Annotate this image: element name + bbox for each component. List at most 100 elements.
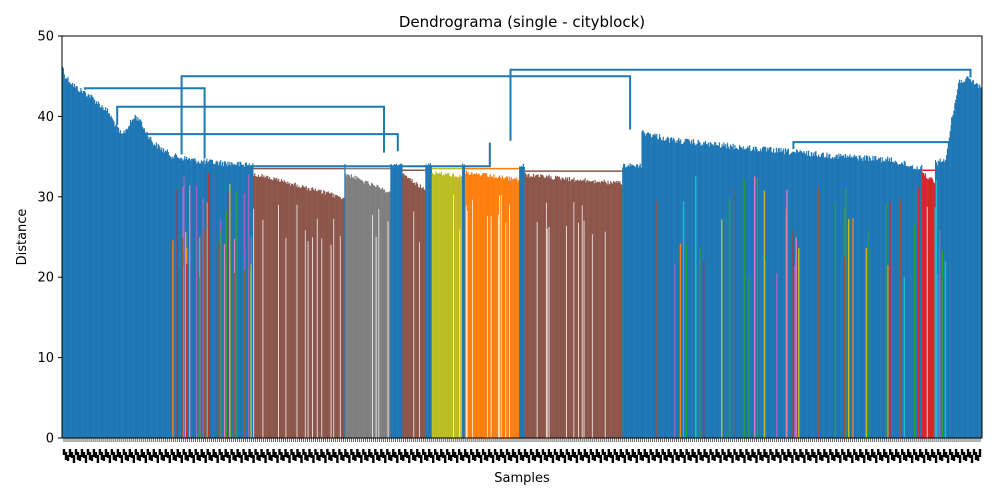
x-tick-label: [98, 449, 102, 455]
x-tick-label: [831, 452, 834, 460]
x-tick-label: [797, 455, 800, 461]
x-tick-label: [932, 452, 936, 458]
x-tick-label: [906, 449, 910, 457]
x-tick-label: [382, 452, 385, 458]
x-tick-label: [216, 455, 219, 463]
x-tick-label: [270, 455, 273, 461]
x-tick-label: [647, 455, 650, 463]
x-tick-label: [96, 455, 100, 463]
x-tick-label: [733, 449, 736, 455]
x-tick-label: [266, 449, 269, 455]
x-tick-label: [685, 449, 688, 455]
x-tick-label: [507, 452, 511, 460]
x-tick-label: [212, 449, 215, 457]
x-tick-label: [386, 449, 389, 455]
x-tick-label: [68, 449, 72, 457]
x-tick-label: [701, 455, 704, 461]
x-tick-label: [487, 449, 491, 457]
x-tick-label: [459, 452, 463, 460]
y-axis-label: Distance: [15, 209, 30, 266]
x-tick-label: [258, 455, 261, 461]
dendrogram-merge-link: [180, 75, 632, 155]
x-tick-label: [178, 452, 181, 458]
x-tick-label: [637, 449, 640, 455]
x-tick-label: [394, 452, 397, 458]
x-tick-label: [429, 452, 433, 458]
x-tick-label: [717, 452, 720, 458]
x-tick-label: [785, 455, 788, 461]
x-tick-label: [900, 449, 904, 455]
x-tick-label: [334, 452, 337, 458]
x-tick-label: [156, 455, 159, 463]
x-tick-label: [687, 452, 690, 460]
x-tick-label: [84, 455, 88, 463]
x-tick-label: [523, 449, 527, 457]
x-tick-label: [182, 449, 185, 455]
x-tick-label: [166, 452, 169, 458]
x-tick-label: [174, 455, 177, 461]
x-tick-label: [705, 452, 708, 458]
x-tick-label: [130, 452, 134, 458]
x-tick-label: [252, 455, 255, 463]
x-tick-label: [110, 449, 114, 455]
x-tick-label: [108, 455, 112, 463]
x-tick-label: [729, 452, 732, 458]
x-tick-label: [104, 449, 108, 457]
x-tick-label: [920, 452, 924, 458]
x-tick-label: [224, 449, 227, 457]
x-tick-label: [82, 452, 86, 458]
x-tick-label: [667, 449, 670, 457]
x-tick-label: [424, 452, 427, 460]
x-tick-label: [192, 455, 195, 463]
x-axis-label: Samples: [494, 471, 550, 486]
x-tick-label: [92, 449, 96, 457]
x-tick-label: [541, 449, 545, 455]
x-tick-label: [148, 452, 152, 460]
x-tick-label: [551, 455, 555, 463]
x-tick-label: [439, 449, 443, 457]
x-tick-label: [567, 452, 571, 460]
x-tick-label: [677, 455, 680, 461]
x-tick-label: [956, 452, 960, 458]
x-tick-label: [811, 449, 814, 457]
x-tick-label: [879, 452, 882, 460]
x-tick-label: [537, 452, 541, 458]
x-tick-label: [819, 452, 822, 460]
x-tick-label: [531, 452, 535, 460]
x-tick-label: [142, 452, 146, 458]
x-tick-label: [877, 449, 880, 455]
x-tick-label: [695, 455, 698, 463]
x-tick-label: [294, 455, 297, 461]
x-tick-label: [853, 449, 856, 455]
x-tick-label: [871, 449, 874, 457]
x-tick-label: [260, 449, 263, 457]
x-tick-label: [204, 455, 207, 463]
x-tick-label: [885, 452, 888, 458]
x-tick-label: [146, 449, 150, 455]
x-tick-label: [555, 452, 559, 460]
x-tick-label: [751, 449, 754, 457]
x-tick-label: [587, 455, 591, 463]
x-tick-label: [164, 449, 167, 457]
x-tick-label: [94, 452, 98, 458]
x-tick-label: [713, 455, 716, 461]
x-tick-label: [855, 452, 858, 460]
x-tick-label: [316, 452, 319, 460]
x-tick-label: [896, 452, 900, 458]
y-tick-label: 0: [46, 432, 54, 447]
x-tick-label: [869, 455, 872, 461]
x-tick-label: [609, 452, 613, 458]
x-tick-label: [763, 449, 766, 457]
x-tick-label: [222, 455, 225, 461]
x-tick-label: [392, 449, 395, 457]
x-tick-label: [673, 449, 676, 455]
x-tick-label: [428, 449, 431, 457]
x-tick-label: [591, 452, 595, 460]
x-tick-label: [783, 452, 786, 460]
x-tick-label: [435, 452, 439, 460]
x-tick-label: [396, 455, 399, 463]
x-tick-label: [759, 452, 762, 460]
x-tick-label: [757, 449, 760, 455]
x-tick-label: [346, 452, 349, 458]
